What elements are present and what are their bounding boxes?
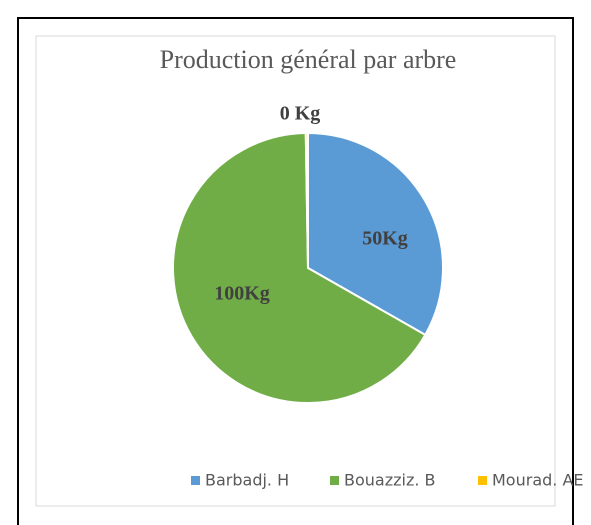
legend-label: Barbadj. H	[205, 471, 289, 490]
data-label: 50Kg	[362, 228, 408, 250]
legend-swatch	[478, 476, 487, 485]
legend-label: Mourad. AE	[492, 471, 584, 490]
data-label: 0 Kg	[280, 103, 321, 125]
legend-swatch	[330, 476, 339, 485]
legend-label: Bouazziz. B	[344, 471, 436, 490]
legend-swatch	[191, 476, 200, 485]
pie-slice	[172, 132, 427, 404]
data-label: 100Kg	[214, 283, 270, 305]
chart-title: Production général par arbre	[160, 45, 457, 74]
pie-slice	[307, 131, 444, 337]
pie-slice	[304, 131, 309, 269]
